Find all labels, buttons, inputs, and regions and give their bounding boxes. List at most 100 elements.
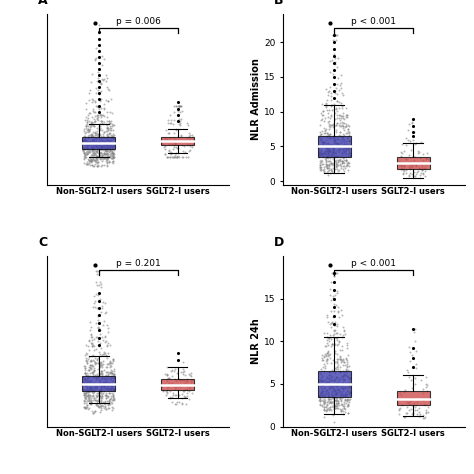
Point — [107, 134, 114, 142]
Point — [106, 119, 113, 127]
Point — [183, 386, 191, 393]
Point — [85, 157, 93, 165]
Point — [398, 166, 405, 173]
Point — [173, 111, 181, 118]
Point — [173, 102, 180, 109]
Point — [91, 141, 98, 149]
Point — [322, 100, 330, 108]
Point — [85, 393, 93, 401]
Point — [94, 402, 102, 410]
Point — [407, 394, 414, 401]
Point — [109, 147, 116, 155]
Point — [342, 331, 349, 338]
Point — [320, 168, 328, 176]
Point — [86, 156, 94, 164]
Point — [412, 365, 420, 372]
Point — [103, 153, 110, 160]
Point — [109, 153, 117, 160]
Point — [104, 150, 111, 157]
Point — [95, 304, 102, 312]
Point — [103, 117, 111, 125]
Point — [345, 136, 352, 144]
Point — [317, 147, 324, 155]
Point — [320, 329, 328, 337]
Point — [94, 117, 102, 124]
Point — [95, 90, 102, 97]
Point — [92, 380, 100, 387]
Point — [104, 381, 112, 389]
Point — [82, 404, 89, 412]
Point — [178, 132, 185, 139]
Point — [100, 154, 108, 162]
Point — [316, 148, 324, 156]
Point — [105, 328, 112, 336]
Point — [84, 146, 91, 154]
Point — [345, 148, 352, 156]
Point — [417, 138, 425, 146]
Point — [81, 404, 88, 411]
Point — [327, 355, 334, 362]
Point — [162, 136, 169, 144]
Point — [336, 356, 344, 363]
Point — [326, 368, 334, 376]
Point — [325, 158, 332, 165]
Point — [109, 367, 116, 374]
Point — [170, 141, 178, 148]
Point — [335, 385, 342, 393]
Point — [105, 389, 113, 397]
Point — [340, 404, 347, 412]
Point — [82, 363, 89, 370]
Point — [330, 137, 338, 144]
Point — [109, 151, 117, 159]
Point — [104, 383, 112, 390]
Point — [316, 382, 324, 389]
Point — [91, 122, 98, 129]
Point — [325, 160, 333, 168]
Point — [92, 394, 100, 401]
Point — [100, 383, 108, 391]
Point — [91, 152, 98, 159]
Point — [107, 381, 114, 389]
Point — [84, 378, 91, 385]
Point — [93, 163, 101, 170]
Point — [88, 398, 95, 406]
Point — [91, 303, 99, 311]
Point — [90, 163, 98, 170]
Point — [328, 387, 335, 394]
Point — [329, 411, 337, 419]
Point — [328, 399, 335, 406]
Point — [332, 391, 340, 398]
Point — [330, 375, 337, 383]
Point — [83, 141, 91, 149]
Point — [340, 127, 348, 134]
Point — [96, 278, 103, 285]
Point — [330, 269, 338, 277]
Point — [334, 157, 342, 165]
Point — [410, 345, 417, 352]
Point — [171, 154, 179, 161]
Point — [346, 137, 353, 144]
Point — [88, 380, 96, 388]
Point — [91, 19, 99, 27]
Point — [102, 155, 110, 163]
Point — [89, 372, 97, 380]
Point — [104, 132, 112, 139]
Point — [101, 299, 109, 307]
Point — [332, 54, 339, 62]
Point — [84, 126, 92, 133]
Point — [109, 359, 116, 366]
Point — [337, 112, 345, 120]
Point — [102, 145, 109, 152]
Point — [98, 134, 106, 142]
Point — [419, 169, 427, 176]
Point — [337, 407, 345, 414]
Point — [167, 367, 175, 374]
Point — [93, 156, 101, 164]
Point — [99, 334, 106, 341]
Point — [323, 329, 331, 337]
Point — [109, 390, 117, 398]
Point — [83, 369, 91, 377]
Point — [95, 394, 103, 402]
Point — [175, 102, 182, 109]
Point — [98, 385, 105, 393]
